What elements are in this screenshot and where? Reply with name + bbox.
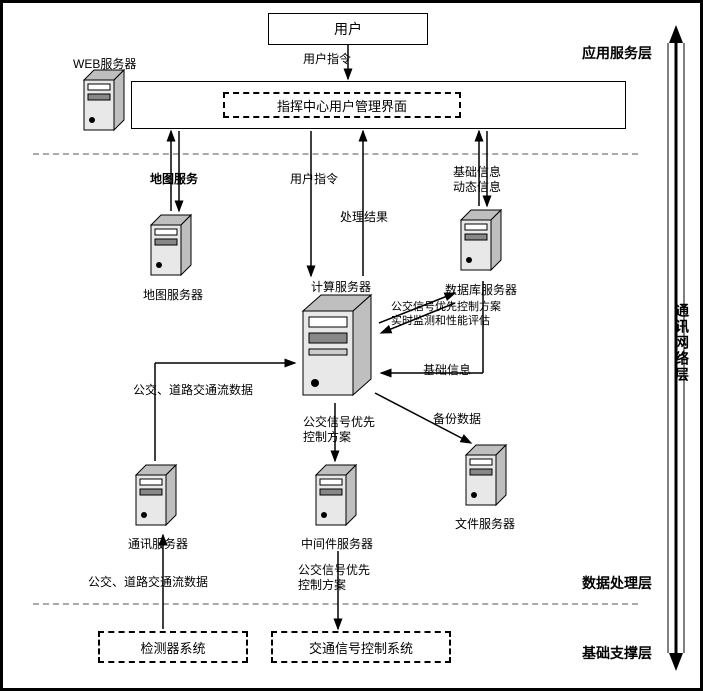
edge-backup: 备份数据 [433, 410, 481, 427]
layer-network: 通讯网络层 [672, 303, 692, 383]
sep-data-support [33, 603, 638, 605]
db-server-label: 数据库服务器 [445, 281, 517, 298]
calc-server-tower [298, 293, 376, 403]
edge-map-service: 地图服务 [150, 170, 198, 187]
sep-app-data [33, 153, 638, 155]
edge-bus-priority2: 实时监测和性能评估 [391, 312, 490, 328]
edge-bus-plan2-b: 控制方案 [298, 576, 346, 593]
detector-box: 检测器系统 [98, 631, 248, 663]
layer-support: 基础支撑层 [582, 643, 652, 663]
map-server-icon [148, 213, 194, 281]
user-box: 用户 [268, 13, 428, 45]
layer-app: 应用服务层 [582, 43, 652, 63]
ui-panel-text: 指挥中心用户管理界面 [277, 96, 407, 115]
signal-box: 交通信号控制系统 [271, 631, 451, 663]
mw-server-label: 中间件服务器 [301, 535, 373, 552]
comm-server-icon [133, 463, 179, 531]
file-server-label: 文件服务器 [455, 515, 515, 532]
mw-server-icon [313, 463, 359, 531]
edge-user-cmd2: 用户指令 [290, 170, 338, 187]
file-server-icon [463, 443, 509, 511]
edge-traffic-b: 公交、道路交通流数据 [88, 573, 208, 590]
edge-base-dyn2: 动态信息 [453, 178, 501, 195]
edge-traffic-a: 公交、道路交通流数据 [133, 381, 253, 398]
detector-label: 检测器系统 [140, 638, 205, 657]
map-server-label: 地图服务器 [143, 286, 203, 303]
user-label: 用户 [334, 19, 362, 39]
edge-result: 处理结果 [340, 208, 388, 225]
edge-bus-plan-b: 控制方案 [303, 428, 351, 445]
layer-data: 数据处理层 [582, 573, 652, 593]
comm-server-label: 通讯服务器 [128, 535, 188, 552]
signal-label: 交通信号控制系统 [309, 638, 413, 657]
edge-user-cmd1: 用户指令 [303, 50, 351, 67]
edge-base-info: 基础信息 [423, 361, 471, 378]
db-server-icon [458, 208, 504, 276]
ui-panel-inner: 指挥中心用户管理界面 [223, 92, 461, 118]
web-server-icon [81, 68, 127, 136]
